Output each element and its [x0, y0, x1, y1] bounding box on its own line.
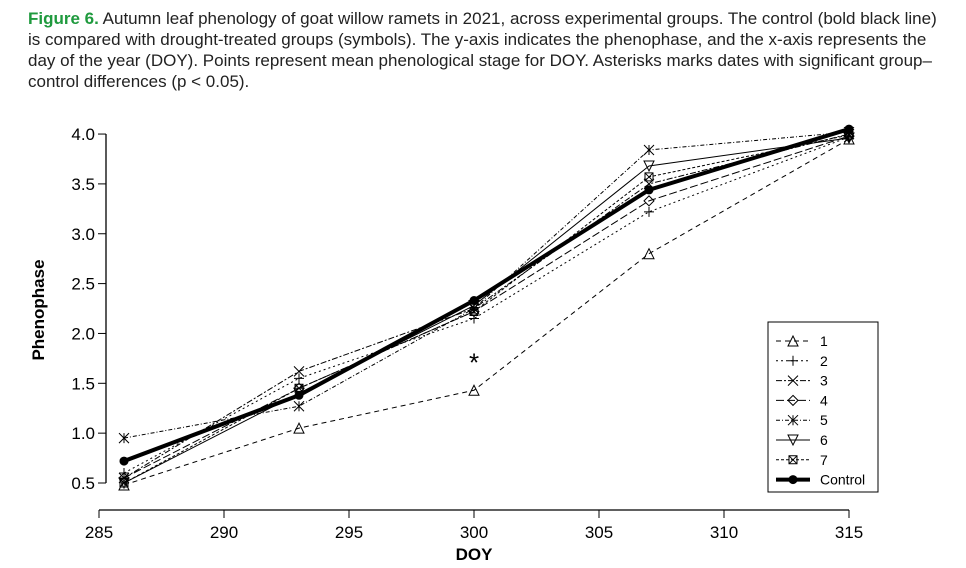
legend-marker [787, 414, 799, 426]
series-line-2 [123, 136, 850, 474]
significance-asterisk: * [469, 347, 479, 377]
series-line-6 [123, 137, 850, 484]
legend-label: 2 [820, 353, 828, 369]
y-tick-label: 1.5 [71, 374, 95, 393]
legend-label: 1 [820, 333, 828, 349]
series-line-1 [123, 138, 850, 486]
data-point-7 [119, 478, 129, 488]
data-point-7 [469, 307, 479, 317]
data-point-2 [294, 373, 304, 384]
data-point-control [644, 185, 654, 195]
legend-label: 5 [820, 412, 828, 428]
legend-marker [788, 475, 798, 485]
x-tick-label: 300 [460, 523, 488, 542]
figure-label: Figure 6. [28, 9, 99, 28]
legend-box [767, 321, 879, 493]
data-point-5 [118, 432, 130, 444]
x-axis-label: DOY [456, 545, 494, 564]
x-tick-label: 295 [335, 523, 363, 542]
y-tick-label: 0.5 [71, 474, 95, 493]
data-point-5 [643, 144, 655, 156]
data-point-control [294, 390, 304, 400]
y-tick-label: 3.0 [71, 225, 95, 244]
data-point-1 [468, 384, 480, 396]
x-tick-label: 305 [585, 523, 613, 542]
data-point-4 [843, 130, 855, 142]
data-point-control [119, 456, 129, 466]
data-point-7 [644, 172, 654, 182]
series-line-3 [123, 133, 850, 479]
y-tick-label: 2.0 [71, 324, 95, 343]
legend-marker [787, 434, 799, 447]
legend-label: 3 [820, 373, 828, 389]
x-tick-label: 315 [835, 523, 863, 542]
data-point-5 [293, 400, 305, 412]
legend-marker [787, 334, 799, 347]
data-point-4 [468, 305, 480, 318]
data-point-1 [643, 247, 655, 260]
y-tick-label: 3.5 [71, 175, 95, 194]
data-point-6 [118, 477, 130, 490]
y-axis-label: Phenophase [29, 259, 48, 360]
data-point-6 [643, 160, 655, 173]
legend-label: 6 [820, 432, 828, 448]
x-tick-label: 285 [85, 523, 113, 542]
data-point-2 [644, 206, 654, 217]
figure-caption: Figure 6. Autumn leaf phenology of goat … [28, 8, 953, 92]
data-point-control [469, 296, 479, 306]
x-tick-label: 310 [710, 523, 738, 542]
legend-label: 7 [820, 452, 828, 468]
x-tick-label: 290 [210, 523, 238, 542]
y-tick-label: 2.5 [71, 275, 95, 294]
legend-marker [788, 355, 798, 366]
legend-marker [787, 394, 799, 407]
data-point-4 [643, 195, 655, 207]
series-line-7 [123, 134, 850, 484]
legend-label: 4 [820, 392, 828, 408]
data-point-control [844, 124, 854, 134]
data-point-1 [293, 422, 305, 434]
y-tick-label: 4.0 [71, 125, 95, 144]
legend-marker [787, 375, 799, 386]
data-point-3 [293, 365, 305, 377]
legend-label: Control [820, 472, 865, 488]
legend-marker [788, 455, 798, 465]
caption-text: Autumn leaf phenology of goat willow ram… [28, 9, 937, 91]
y-tick-label: 1.0 [71, 424, 95, 443]
